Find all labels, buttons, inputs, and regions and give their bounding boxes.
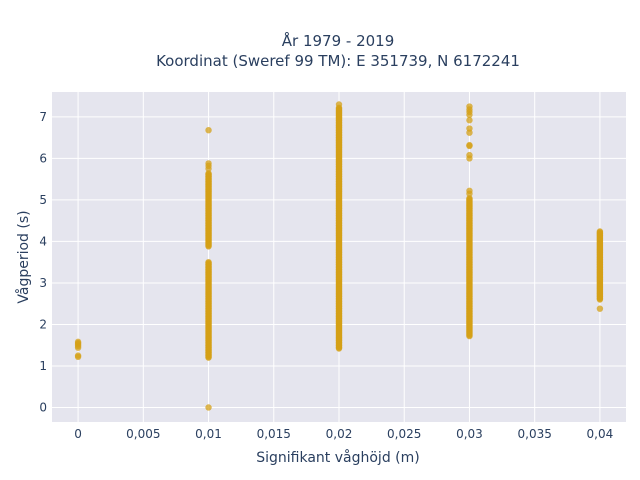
data-point: [596, 305, 604, 312]
data-point: [466, 111, 473, 119]
x-tick-labels: 0 0,005 0,01 0,015 0,02 0,025 0,03 0,035 0,04: [74, 427, 613, 441]
data-point: [335, 101, 343, 108]
y-tick-label: 0: [39, 400, 47, 414]
x-tick-label: 0,015: [257, 427, 291, 441]
x-tick-label: 0,005: [126, 427, 160, 441]
x-tick-label: 0,01: [195, 427, 222, 441]
x-tick-label: 0,035: [518, 427, 552, 441]
y-tick-label: 2: [39, 317, 47, 331]
y-tick-label: 5: [39, 193, 47, 207]
data-point: [205, 404, 212, 411]
y-tick-labels: 0 1 2 3 4 5 6 7: [39, 110, 47, 415]
data-point: [205, 165, 212, 172]
data-points: [74, 101, 604, 411]
x-tick-label: 0: [74, 427, 82, 441]
data-point: [466, 142, 473, 150]
data-point: [205, 258, 212, 266]
data-point: [205, 170, 212, 177]
y-axis-title: Vågperiod (s): [15, 210, 32, 303]
y-tick-label: 3: [39, 276, 47, 290]
y-tick-label: 6: [39, 151, 47, 165]
data-point: [466, 117, 473, 124]
y-tick-label: 1: [39, 359, 47, 373]
y-tick-label: 4: [39, 234, 47, 248]
data-point: [466, 129, 473, 136]
data-point: [74, 352, 82, 359]
data-point: [466, 190, 473, 197]
data-point: [74, 338, 82, 346]
data-point: [466, 155, 473, 162]
y-tick-label: 7: [39, 110, 47, 124]
x-tick-label: 0,025: [387, 427, 421, 441]
x-tick-label: 0,03: [456, 427, 483, 441]
data-point: [466, 195, 473, 202]
x-tick-label: 0,02: [326, 427, 353, 441]
data-point: [205, 126, 212, 134]
chart-title-line2: Koordinat (Sweref 99 TM): E 351739, N 61…: [156, 52, 520, 70]
chart-title-line1: År 1979 - 2019: [282, 31, 395, 50]
data-point: [596, 228, 604, 235]
x-axis-title: Signifikant våghöjd (m): [256, 449, 419, 466]
x-tick-label: 0,04: [587, 427, 614, 441]
